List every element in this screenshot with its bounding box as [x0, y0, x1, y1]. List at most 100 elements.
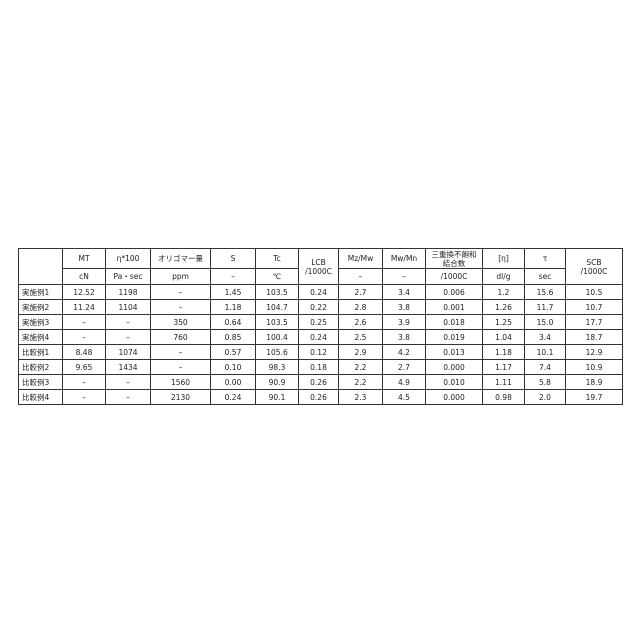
header-row-names: MT η*100 オリゴマー量 S Tc LCB /1000C Mz/Mw Mw…	[19, 249, 623, 269]
table-cell: 15.6	[525, 285, 566, 300]
table-cell: –	[63, 330, 106, 345]
corner-cell	[19, 249, 63, 285]
table-cell: 0.018	[426, 315, 483, 330]
table-cell: –	[63, 375, 106, 390]
header-s: S	[211, 249, 256, 269]
table-cell: 0.12	[299, 345, 339, 360]
row-label: 実施例1	[19, 285, 63, 300]
table-cell: –	[151, 285, 211, 300]
table-cell: 1.45	[211, 285, 256, 300]
table-cell: 11.24	[63, 300, 106, 315]
table-cell: 12.9	[566, 345, 623, 360]
table-cell: 8.48	[63, 345, 106, 360]
table-cell: 1.2	[483, 285, 525, 300]
row-label: 比較例1	[19, 345, 63, 360]
table-cell: 0.019	[426, 330, 483, 345]
unit-tau: sec	[525, 269, 566, 285]
table-cell: 0.000	[426, 360, 483, 375]
table-cell: –	[106, 330, 151, 345]
table-cell: 0.10	[211, 360, 256, 375]
table-row: 実施例3––3500.64103.50.252.63.90.0181.2515.…	[19, 315, 623, 330]
table-cell: 4.9	[383, 375, 426, 390]
table-cell: 1.26	[483, 300, 525, 315]
table-cell: –	[106, 315, 151, 330]
header-eta100: η*100	[106, 249, 151, 269]
table-cell: 0.57	[211, 345, 256, 360]
table-cell: 11.7	[525, 300, 566, 315]
table-cell: 103.5	[256, 315, 299, 330]
unit-mwmn: –	[383, 269, 426, 285]
header-lcb: LCB /1000C	[299, 249, 339, 285]
table-cell: 2.3	[339, 390, 383, 405]
table-cell: 3.4	[525, 330, 566, 345]
table-cell: 350	[151, 315, 211, 330]
table-cell: 0.001	[426, 300, 483, 315]
table-cell: –	[106, 375, 151, 390]
table-row: 実施例112.521198–1.45103.50.242.73.40.0061.…	[19, 285, 623, 300]
table-cell: 760	[151, 330, 211, 345]
table-cell: 0.85	[211, 330, 256, 345]
table-cell: 0.006	[426, 285, 483, 300]
row-label: 比較例3	[19, 375, 63, 390]
table-cell: 1198	[106, 285, 151, 300]
table-cell: 0.00	[211, 375, 256, 390]
table-row: 比較例18.481074–0.57105.60.122.94.20.0131.1…	[19, 345, 623, 360]
row-label: 実施例3	[19, 315, 63, 330]
table-cell: 1.04	[483, 330, 525, 345]
data-table: MT η*100 オリゴマー量 S Tc LCB /1000C Mz/Mw Mw…	[18, 248, 623, 405]
table-cell: 105.6	[256, 345, 299, 360]
header-mzmw: Mz/Mw	[339, 249, 383, 269]
table-cell: 0.22	[299, 300, 339, 315]
table-cell: 12.52	[63, 285, 106, 300]
table-cell: 3.4	[383, 285, 426, 300]
header-intrinsic-viscosity: [η]	[483, 249, 525, 269]
table-cell: 3.9	[383, 315, 426, 330]
table-row: 実施例211.241104–1.18104.70.222.83.80.0011.…	[19, 300, 623, 315]
table-cell: 98.3	[256, 360, 299, 375]
header-oligomer: オリゴマー量	[151, 249, 211, 269]
table-cell: 15.0	[525, 315, 566, 330]
table-cell: 1104	[106, 300, 151, 315]
table-cell: 2.2	[339, 375, 383, 390]
unit-s: –	[211, 269, 256, 285]
table-cell: 0.000	[426, 390, 483, 405]
table-cell: 0.010	[426, 375, 483, 390]
table-cell: 1.17	[483, 360, 525, 375]
table-cell: 90.9	[256, 375, 299, 390]
table-cell: 0.18	[299, 360, 339, 375]
table-cell: 104.7	[256, 300, 299, 315]
table-cell: 0.013	[426, 345, 483, 360]
table-cell: 0.98	[483, 390, 525, 405]
header-mt: MT	[63, 249, 106, 269]
table-cell: 2.2	[339, 360, 383, 375]
table-cell: 1.25	[483, 315, 525, 330]
table-cell: 10.1	[525, 345, 566, 360]
header-mwmn: Mw/Mn	[383, 249, 426, 269]
table-row: 比較例29.651434–0.1098.30.182.22.70.0001.17…	[19, 360, 623, 375]
table-cell: 5.8	[525, 375, 566, 390]
table-cell: 0.24	[211, 390, 256, 405]
table-cell: 0.25	[299, 315, 339, 330]
table-cell: 7.4	[525, 360, 566, 375]
table-cell: 2.9	[339, 345, 383, 360]
table-cell: –	[63, 390, 106, 405]
table-row: 比較例3––15600.0090.90.262.24.90.0101.115.8…	[19, 375, 623, 390]
table-cell: 17.7	[566, 315, 623, 330]
table-cell: 10.7	[566, 300, 623, 315]
table-cell: 10.9	[566, 360, 623, 375]
table-cell: 0.24	[299, 330, 339, 345]
header-tc: Tc	[256, 249, 299, 269]
unit-oligomer: ppm	[151, 269, 211, 285]
unit-eta100: Pa・sec	[106, 269, 151, 285]
table-row: 比較例4––21300.2490.10.262.34.50.0000.982.0…	[19, 390, 623, 405]
row-label: 実施例4	[19, 330, 63, 345]
table-cell: 1434	[106, 360, 151, 375]
row-label: 比較例2	[19, 360, 63, 375]
table-cell: 10.5	[566, 285, 623, 300]
table-cell: 9.65	[63, 360, 106, 375]
table-cell: 0.64	[211, 315, 256, 330]
table-cell: –	[63, 315, 106, 330]
table-cell: 0.26	[299, 375, 339, 390]
table-cell: 1.18	[211, 300, 256, 315]
table-cell: 0.26	[299, 390, 339, 405]
